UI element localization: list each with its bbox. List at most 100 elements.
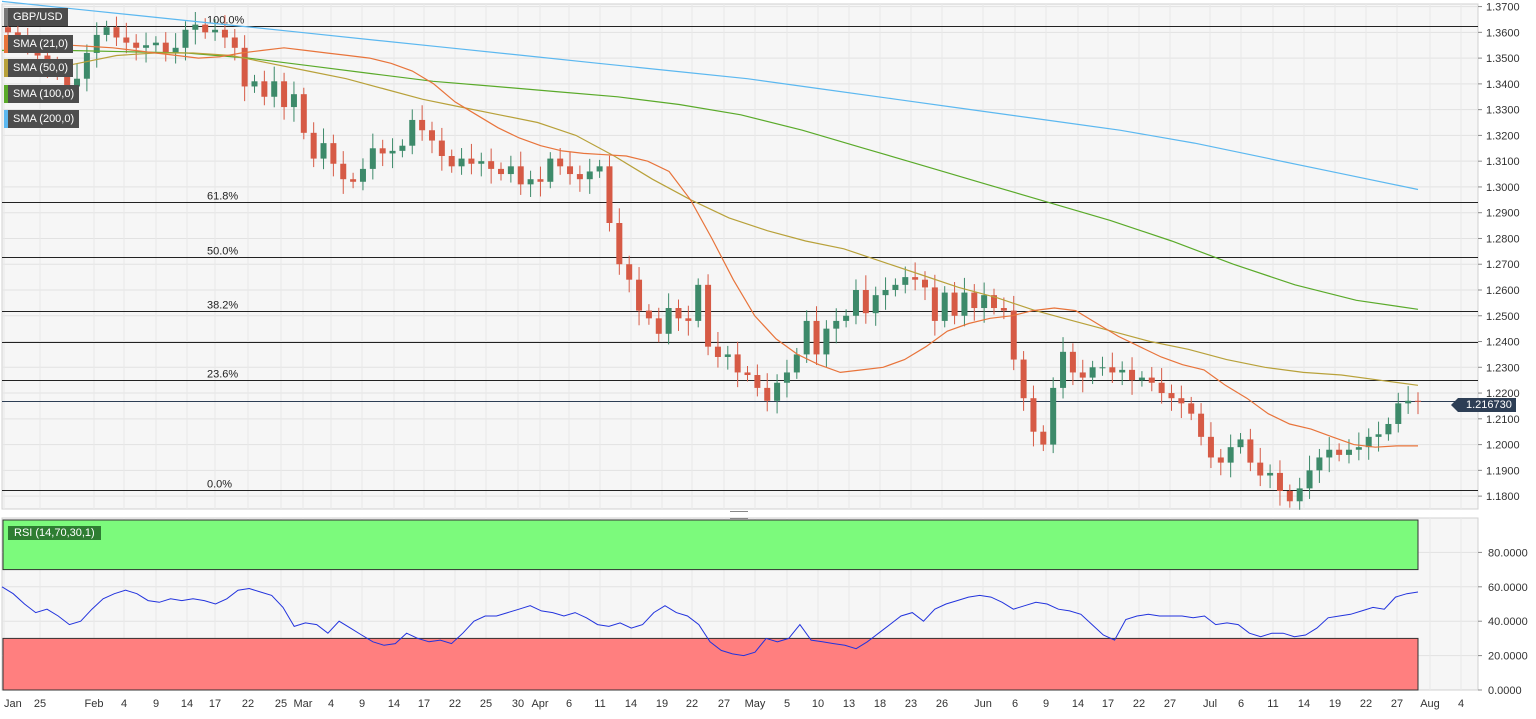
x-tick-label: 25	[275, 698, 287, 710]
x-tick-label: 4	[328, 698, 334, 710]
candle-body	[774, 382, 781, 401]
x-tick-label: 18	[874, 698, 886, 710]
candle-body	[74, 78, 81, 87]
candle-body	[1227, 447, 1234, 463]
candle-body	[655, 318, 662, 334]
candle-body	[1089, 367, 1096, 378]
candle-body	[1306, 470, 1313, 489]
candle-body	[1286, 490, 1293, 502]
fib-label: 38.2%	[207, 300, 238, 312]
candle-body	[813, 320, 820, 355]
candle-body	[83, 52, 90, 79]
rsi-y-tick-label: 40.0000	[1488, 616, 1528, 628]
rsi-series	[1, 586, 1419, 657]
x-tick-label: 30	[512, 698, 524, 710]
candle-body	[350, 179, 357, 182]
candle-body	[320, 143, 327, 159]
candle-body	[921, 279, 928, 288]
candle-body	[527, 179, 534, 185]
candle-body	[1326, 449, 1333, 458]
candle-body	[902, 277, 909, 285]
sma200-line	[1, 0, 1419, 191]
candle-body	[231, 37, 238, 48]
legend-sma21[interactable]: SMA (21,0)	[4, 35, 74, 53]
candle-body	[1109, 367, 1116, 373]
rsi-y-tick-label: 80.0000	[1488, 547, 1528, 559]
x-tick-label: Jan	[4, 698, 22, 710]
rsi-indicator-label[interactable]: RSI (14,70,30,1)	[8, 526, 101, 540]
x-tick-label: 4	[121, 698, 127, 710]
candle-body	[547, 158, 554, 182]
candle-body	[1365, 436, 1372, 448]
x-tick-label: 22	[449, 698, 461, 710]
candle-body	[389, 150, 396, 154]
y-tick-label: 1.2200	[1486, 388, 1520, 400]
x-tick-label: 11	[594, 698, 605, 710]
candle-body	[290, 94, 297, 108]
x-tick-label: 9	[153, 698, 159, 710]
candle-body	[379, 148, 386, 154]
symbol-label[interactable]: GBP/USD	[4, 8, 68, 26]
candle-body	[606, 166, 613, 224]
x-tick-label: Aug	[1420, 698, 1440, 710]
legend-sma100[interactable]: SMA (100,0)	[4, 85, 80, 103]
rsi-overbought-zone	[2, 519, 1419, 571]
y-tick-label: 1.3200	[1486, 130, 1520, 142]
y-tick-label: 1.3600	[1486, 27, 1520, 39]
y-tick-label: 1.2400	[1486, 337, 1520, 349]
candle-body	[803, 320, 810, 355]
candle-body	[961, 292, 968, 316]
x-tick-label: Jul	[1203, 698, 1217, 710]
candle-body	[1099, 367, 1106, 369]
x-tick-label: 25	[34, 698, 46, 710]
panel-resize-handle[interactable]	[730, 511, 748, 519]
candle-body	[419, 119, 426, 131]
candle-body	[1316, 457, 1323, 471]
candle-body	[734, 354, 741, 373]
candle-body	[1000, 308, 1007, 311]
main-grid	[1, 3, 1479, 510]
candle-body	[468, 158, 475, 164]
y-tick-label: 1.3700	[1486, 2, 1520, 14]
candle-body	[281, 81, 288, 108]
candle-body	[616, 223, 623, 265]
x-tick-label: 4	[1458, 698, 1464, 710]
candle-body	[1237, 439, 1244, 448]
y-tick-label: 1.3000	[1486, 182, 1520, 194]
candle-body	[705, 284, 712, 347]
legend-sma200[interactable]: SMA (200,0)	[4, 110, 80, 128]
candle-body	[764, 387, 771, 401]
x-tick-label: 14	[388, 698, 400, 710]
candle-body	[1267, 472, 1274, 476]
rsi-oversold-zone	[2, 637, 1419, 691]
candle-body	[123, 37, 130, 43]
x-tick-label: 27	[1164, 698, 1176, 710]
x-tick-label: 19	[656, 698, 668, 710]
rsi-y-tick-label: 20.0000	[1488, 651, 1528, 663]
y-tick-label: 1.3400	[1486, 79, 1520, 91]
x-tick-label: Mar	[294, 698, 313, 710]
candle-body	[1050, 387, 1057, 445]
candle-body	[64, 73, 71, 87]
candle-body	[1345, 449, 1352, 455]
rsi-y-tick-label: 0.0000	[1488, 685, 1522, 697]
candle-body	[221, 29, 228, 38]
candle-body	[665, 308, 672, 334]
x-tick-label: 11	[1267, 698, 1278, 710]
candle-body	[557, 158, 564, 167]
fib-label: 50.0%	[207, 246, 238, 258]
candle-body	[714, 346, 721, 357]
candle-body	[192, 24, 199, 30]
candle-body	[172, 47, 179, 53]
candle-body	[1178, 398, 1185, 404]
candle-body	[202, 24, 209, 33]
candle-body	[912, 277, 919, 280]
candle-body	[981, 295, 988, 309]
x-tick-label: 6	[566, 698, 572, 710]
y-tick-label: 1.2000	[1486, 440, 1520, 452]
candle-body	[241, 47, 248, 87]
legend-sma50[interactable]: SMA (50,0)	[4, 59, 74, 77]
fib-label: 61.8%	[207, 191, 238, 203]
candle-body	[488, 161, 495, 169]
